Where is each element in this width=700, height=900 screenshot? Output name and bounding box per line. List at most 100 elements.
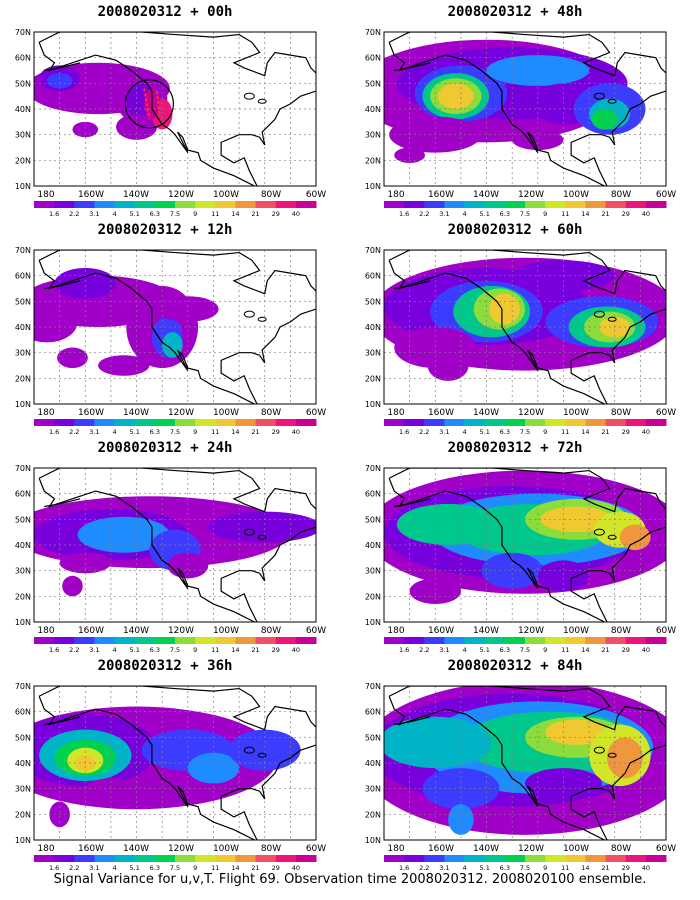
longitude-label: 80W xyxy=(261,408,281,418)
colorbar-level-label: 29 xyxy=(622,210,630,218)
colorbar-level-label: 29 xyxy=(622,428,630,436)
colorbar-level-label: 7.5 xyxy=(170,210,180,218)
variance-contour xyxy=(72,121,99,138)
colorbar-swatch xyxy=(625,201,647,208)
latitude-label: 60N xyxy=(365,272,381,281)
colorbar-swatch xyxy=(565,419,586,426)
map-panel: 2008020312 + 60h 70N 60N 50N 40N 30N 20N 10N 180… xyxy=(350,222,680,440)
colorbar-swatch xyxy=(74,419,95,426)
colorbar-level-label: 21 xyxy=(251,428,259,436)
longitude-label: 120W xyxy=(518,408,544,418)
colorbar-swatch xyxy=(605,637,627,644)
colorbar-swatch xyxy=(275,637,297,644)
colorbar-swatch xyxy=(175,201,196,208)
colorbar-swatch xyxy=(444,637,466,644)
colorbar-level-label: 11 xyxy=(561,210,569,218)
colorbar-swatch xyxy=(154,637,176,644)
colorbar-level-label: 1.6 xyxy=(49,864,59,872)
map-panel: 2008020312 + 36h 70N 60N 50N 40N 30N 20N 10N 180… xyxy=(0,658,330,876)
latitude-label: 70N xyxy=(365,28,381,37)
latitude-label: 20N xyxy=(365,156,381,165)
colorbar-swatch xyxy=(54,855,75,862)
variance-shading xyxy=(34,706,301,828)
longitude-label: 160W xyxy=(428,626,454,636)
variance-contour xyxy=(409,578,461,605)
latitude-label: 10N xyxy=(365,182,381,191)
colorbar-swatch xyxy=(384,201,405,208)
latitude-label: 10N xyxy=(15,618,31,627)
longitude-label: 120W xyxy=(518,626,544,636)
map-panel: 2008020312 + 24h 70N 60N 50N 40N 30N 20N 10N 180… xyxy=(0,440,330,658)
latitude-label: 70N xyxy=(365,246,381,255)
colorbar-swatch xyxy=(195,419,216,426)
colorbar-swatch xyxy=(404,201,425,208)
colorbar-level-label: 14 xyxy=(231,646,239,654)
longitude-label: 120W xyxy=(518,844,544,854)
longitude-label: 80W xyxy=(611,408,631,418)
colorbar-swatch xyxy=(255,201,277,208)
colorbar-swatch xyxy=(114,419,136,426)
longitude-label: 100W xyxy=(213,626,239,636)
colorbar-level-label: 5.1 xyxy=(130,428,140,436)
variance-map: 70N 60N 50N 40N 30N 20N 10N 180 160W 140W 120W 100W… xyxy=(15,682,326,872)
colorbar-level-label: 1.6 xyxy=(49,646,59,654)
longitude-label: 60W xyxy=(306,408,326,418)
longitude-label: 140W xyxy=(473,626,499,636)
map-panel: 2008020312 + 00h 70N 60N 50N 40N 30N 20N 10N 180… xyxy=(0,4,330,222)
longitude-label: 140W xyxy=(123,626,149,636)
colorbar-swatch xyxy=(585,855,607,862)
variance-contour xyxy=(34,301,78,343)
latitude-label: 50N xyxy=(365,297,381,306)
latitude-label: 70N xyxy=(15,682,31,691)
latitude-label: 60N xyxy=(15,490,31,499)
colorbar-level-label: 2.2 xyxy=(419,210,429,218)
colorbar-level-label: 11 xyxy=(561,428,569,436)
colorbar-level-label: 9 xyxy=(543,210,547,218)
latitude-label: 50N xyxy=(15,733,31,742)
colorbar-swatch xyxy=(275,855,297,862)
colorbar-swatch xyxy=(114,201,136,208)
longitude-label: 120W xyxy=(168,844,194,854)
graticule xyxy=(34,250,316,404)
flight-track-circle xyxy=(124,79,174,129)
colorbar-swatch xyxy=(114,855,136,862)
colorbar-swatch xyxy=(645,419,667,426)
latitude-label: 70N xyxy=(15,246,31,255)
colorbar-level-label: 9 xyxy=(543,428,547,436)
colorbar-level-label: 11 xyxy=(211,646,219,654)
colorbar-level-label: 2.2 xyxy=(419,646,429,654)
graticule xyxy=(384,686,666,840)
colorbar-level-label: 40 xyxy=(642,646,650,654)
latitude-label: 30N xyxy=(365,785,381,794)
colorbar-level-label: 7.5 xyxy=(520,864,530,872)
colorbar-swatch xyxy=(34,637,55,644)
colorbar-swatch xyxy=(235,637,257,644)
colorbar-level-label: 1.6 xyxy=(49,428,59,436)
variance-map: 70N 60N 50N 40N 30N 20N 10N 180 160W 140W 120W 100W… xyxy=(15,28,326,218)
coastline xyxy=(38,32,316,186)
latitude-label: 70N xyxy=(365,464,381,473)
graticule xyxy=(384,250,666,404)
colorbar-swatch xyxy=(605,201,627,208)
latitude-label: 60N xyxy=(365,54,381,63)
variance-contour xyxy=(591,109,618,130)
colorbar-level-label: 3.1 xyxy=(439,428,449,436)
latitude-label: 50N xyxy=(15,297,31,306)
variance-contour xyxy=(545,719,608,746)
colorbar-swatch xyxy=(34,201,55,208)
latitude-label: 50N xyxy=(15,79,31,88)
longitude-label: 120W xyxy=(168,626,194,636)
latitude-label: 40N xyxy=(365,759,381,768)
colorbar-level-label: 1.6 xyxy=(49,210,59,218)
colorbar-swatch xyxy=(545,419,566,426)
colorbar-swatch xyxy=(464,637,486,644)
colorbar-level-label: 11 xyxy=(211,428,219,436)
latitude-label: 60N xyxy=(15,54,31,63)
colorbar-swatch xyxy=(424,637,445,644)
colorbar-swatch xyxy=(605,855,627,862)
colorbar-swatch xyxy=(625,419,647,426)
longitude-label: 180 xyxy=(37,408,54,418)
latitude-label: 70N xyxy=(15,464,31,473)
colorbar-swatch xyxy=(585,637,607,644)
colorbar-swatch xyxy=(525,201,546,208)
